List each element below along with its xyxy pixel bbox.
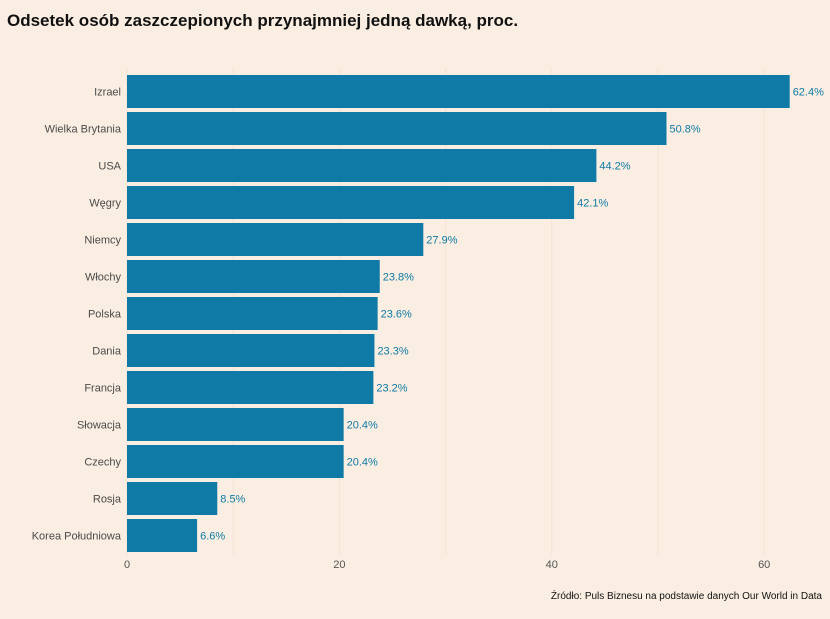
- x-tick-label: 60: [758, 559, 770, 571]
- category-label: USA: [98, 161, 121, 173]
- bar: [127, 445, 344, 478]
- chart-title: Odsetek osób zaszczepionych przynajmniej…: [7, 11, 519, 30]
- bar-layer: [127, 75, 790, 552]
- category-label: Rosja: [93, 494, 122, 506]
- value-label: 23.8%: [383, 272, 414, 284]
- category-label: Polska: [88, 309, 122, 321]
- x-tick-label: 20: [333, 559, 345, 571]
- bar: [127, 186, 575, 219]
- value-label: 42.1%: [577, 198, 608, 210]
- source-note: Źródło: Puls Biznesu na podstawie danych…: [550, 591, 822, 602]
- value-label: 20.4%: [347, 420, 378, 432]
- category-label: Wielka Brytania: [45, 124, 122, 136]
- bar: [127, 260, 380, 293]
- value-label: 50.8%: [669, 124, 700, 136]
- bar: [127, 223, 424, 256]
- value-label: 6.6%: [200, 531, 225, 543]
- category-label: Czechy: [84, 457, 121, 469]
- bar: [127, 519, 198, 552]
- bar: [127, 297, 378, 330]
- value-label: 44.2%: [599, 161, 630, 173]
- value-label: 27.9%: [426, 235, 457, 247]
- category-label: Izrael: [94, 87, 121, 99]
- bar: [127, 149, 597, 182]
- value-label: 8.5%: [220, 494, 245, 506]
- bar: [127, 75, 790, 108]
- category-label: Francja: [84, 383, 122, 395]
- x-tick-label: 40: [546, 559, 558, 571]
- value-label: 62.4%: [793, 87, 824, 99]
- bar: [127, 371, 374, 404]
- bar: [127, 112, 667, 145]
- label-layer: 0 20 40 60 Izrael 62.4% Wielka Brytania 50.8% US…: [32, 87, 824, 572]
- category-label: Włochy: [85, 272, 122, 284]
- category-label: Węgry: [89, 198, 121, 210]
- value-label: 23.6%: [381, 309, 412, 321]
- category-label: Niemcy: [84, 235, 121, 247]
- value-label: 23.2%: [376, 383, 407, 395]
- x-tick-label: 0: [124, 559, 130, 571]
- value-label: 23.3%: [377, 346, 408, 358]
- bar: [127, 334, 375, 367]
- bar: [127, 408, 344, 441]
- bar: [127, 482, 218, 515]
- category-label: Słowacja: [77, 420, 122, 432]
- value-label: 20.4%: [347, 457, 378, 469]
- category-label: Korea Południowa: [32, 531, 122, 543]
- category-label: Dania: [92, 346, 122, 358]
